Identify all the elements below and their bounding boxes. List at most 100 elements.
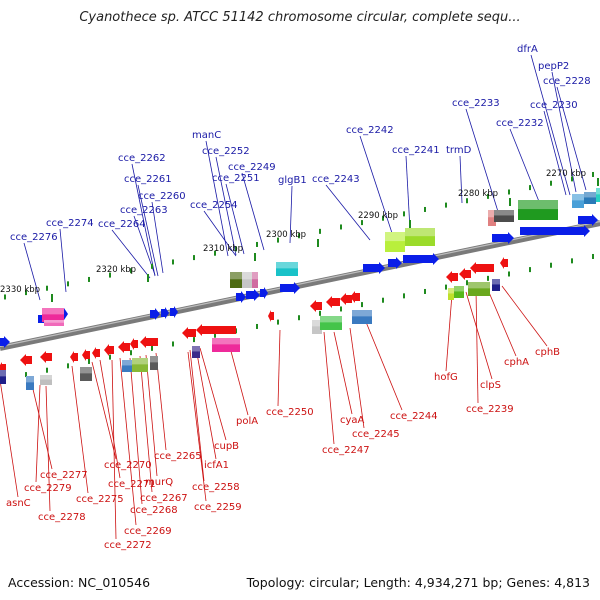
reverse-gene-label[interactable]: cphB: [535, 347, 560, 358]
reverse-gene-arrow[interactable]: [326, 296, 340, 308]
forward-gene-arrow[interactable]: [492, 232, 514, 244]
lime-domain[interactable]: [448, 288, 454, 300]
reverse-gene-label[interactable]: cce_2277: [40, 470, 88, 481]
forward-gene-label[interactable]: cce_2262: [118, 153, 166, 164]
forward-gene-label[interactable]: cce_2274: [46, 218, 94, 229]
reverse-gene-arrow[interactable]: [459, 268, 471, 280]
pink-domain[interactable]: [252, 272, 258, 288]
pink-domain[interactable]: [44, 320, 64, 326]
pink-domain[interactable]: [488, 210, 496, 226]
reverse-gene-label[interactable]: cce_2247: [322, 445, 370, 456]
forward-gene-label[interactable]: cce_2243: [312, 174, 360, 185]
forward-gene-label[interactable]: cce_2249: [228, 162, 276, 173]
green-domain[interactable]: [468, 282, 490, 296]
green-domain[interactable]: [518, 200, 558, 220]
blue-domain[interactable]: [572, 194, 584, 208]
forward-gene-label[interactable]: cce_2230: [530, 100, 578, 111]
reverse-gene-label[interactable]: cce_2272: [104, 540, 152, 551]
forward-gene-label[interactable]: cce_2252: [202, 146, 250, 157]
forward-gene-label[interactable]: cce_2233: [452, 98, 500, 109]
reverse-gene-label[interactable]: cphA: [504, 357, 529, 368]
forward-gene-label[interactable]: glgB1: [278, 175, 307, 186]
reverse-gene-arrow[interactable]: [340, 293, 352, 305]
blue-domain[interactable]: [122, 360, 132, 372]
forward-gene-arrow[interactable]: [363, 262, 385, 274]
reverse-gene-arrow[interactable]: [310, 300, 322, 312]
reverse-gene-arrow[interactable]: [70, 351, 78, 363]
pink-domain[interactable]: [212, 338, 240, 352]
reverse-gene-label[interactable]: cce_2279: [24, 483, 72, 494]
forward-gene-arrow[interactable]: [520, 225, 590, 237]
reverse-gene-label[interactable]: cupB: [214, 441, 239, 452]
forward-gene-label[interactable]: cce_2254: [190, 200, 238, 211]
reverse-gene-arrow[interactable]: [20, 354, 32, 366]
green-domain[interactable]: [454, 286, 464, 298]
cyan-domain[interactable]: [276, 262, 298, 276]
forward-gene-label[interactable]: cce_2251: [212, 173, 260, 184]
reverse-gene-label[interactable]: asnC: [6, 498, 31, 509]
reverse-gene-arrow[interactable]: [92, 347, 100, 359]
forward-gene-arrow[interactable]: [170, 306, 178, 318]
forward-gene-arrow[interactable]: [161, 307, 169, 319]
reverse-gene-label[interactable]: cce_2265: [154, 451, 202, 462]
forward-gene-arrow[interactable]: [280, 282, 300, 294]
navy-domain[interactable]: [0, 370, 6, 384]
pink-domain[interactable]: [42, 308, 64, 322]
reverse-gene-arrow[interactable]: [130, 338, 138, 350]
reverse-gene-label[interactable]: cce_2267: [140, 493, 188, 504]
reverse-gene-label[interactable]: cce_2268: [130, 505, 178, 516]
forward-gene-arrow[interactable]: [403, 253, 439, 265]
gray-domain[interactable]: [312, 320, 322, 334]
reverse-gene-label[interactable]: cce_2278: [38, 512, 86, 523]
blue-domain[interactable]: [584, 192, 596, 204]
reverse-gene-label[interactable]: cce_2269: [124, 526, 172, 537]
forward-gene-label[interactable]: cce_2228: [543, 76, 591, 87]
reverse-gene-label[interactable]: polA: [236, 416, 258, 427]
reverse-gene-arrow[interactable]: [196, 324, 236, 336]
reverse-gene-arrow[interactable]: [140, 336, 158, 348]
dark-domain[interactable]: [80, 367, 92, 381]
reverse-gene-arrow[interactable]: [446, 271, 458, 283]
forward-gene-label[interactable]: cce_2261: [124, 174, 172, 185]
reverse-gene-label[interactable]: cce_2275: [76, 494, 124, 505]
gray-domain[interactable]: [40, 375, 52, 385]
forward-gene-label[interactable]: dfrA: [517, 44, 538, 55]
forward-gene-label[interactable]: cce_2264: [98, 219, 146, 230]
forward-gene-label[interactable]: manC: [192, 130, 221, 141]
reverse-gene-arrow[interactable]: [350, 291, 360, 303]
reverse-gene-label[interactable]: cce_2239: [466, 404, 514, 415]
reverse-gene-label[interactable]: cce_2258: [192, 482, 240, 493]
lime-domain[interactable]: [385, 232, 405, 252]
forward-gene-label[interactable]: cce_2263: [120, 205, 168, 216]
forward-gene-label[interactable]: cce_2242: [346, 125, 394, 136]
reverse-gene-arrow[interactable]: [104, 344, 114, 356]
navy-domain[interactable]: [192, 346, 200, 358]
reverse-gene-arrow[interactable]: [470, 262, 494, 274]
dark-domain[interactable]: [494, 210, 514, 222]
reverse-gene-label[interactable]: hofG: [434, 372, 458, 383]
reverse-gene-arrow[interactable]: [118, 341, 130, 353]
blue-domain[interactable]: [352, 310, 372, 324]
reverse-gene-arrow[interactable]: [268, 310, 274, 322]
cyan-domain[interactable]: [596, 188, 600, 202]
reverse-gene-label[interactable]: murQ: [145, 477, 173, 488]
green-domain[interactable]: [230, 272, 242, 288]
forward-gene-arrow[interactable]: [236, 291, 246, 303]
navy-domain[interactable]: [492, 279, 500, 291]
dark-domain[interactable]: [150, 356, 158, 370]
reverse-gene-label[interactable]: cce_2244: [390, 411, 438, 422]
forward-gene-arrow[interactable]: [578, 214, 598, 226]
reverse-gene-label[interactable]: cce_2259: [194, 502, 242, 513]
forward-gene-label[interactable]: cce_2232: [496, 118, 544, 129]
reverse-gene-label[interactable]: cyaA: [340, 415, 365, 426]
forward-gene-label[interactable]: cce_2260: [138, 191, 186, 202]
forward-gene-arrow[interactable]: [150, 308, 160, 320]
reverse-gene-arrow[interactable]: [40, 351, 52, 363]
reverse-gene-label[interactable]: cce_2245: [352, 429, 400, 440]
reverse-gene-label[interactable]: icfA1: [204, 460, 229, 471]
blue-domain[interactable]: [26, 376, 34, 390]
reverse-gene-label[interactable]: cce_2271: [108, 479, 156, 490]
forward-gene-label[interactable]: pepP2: [538, 61, 569, 72]
forward-gene-arrow[interactable]: [0, 336, 10, 348]
lime-domain[interactable]: [405, 228, 435, 246]
